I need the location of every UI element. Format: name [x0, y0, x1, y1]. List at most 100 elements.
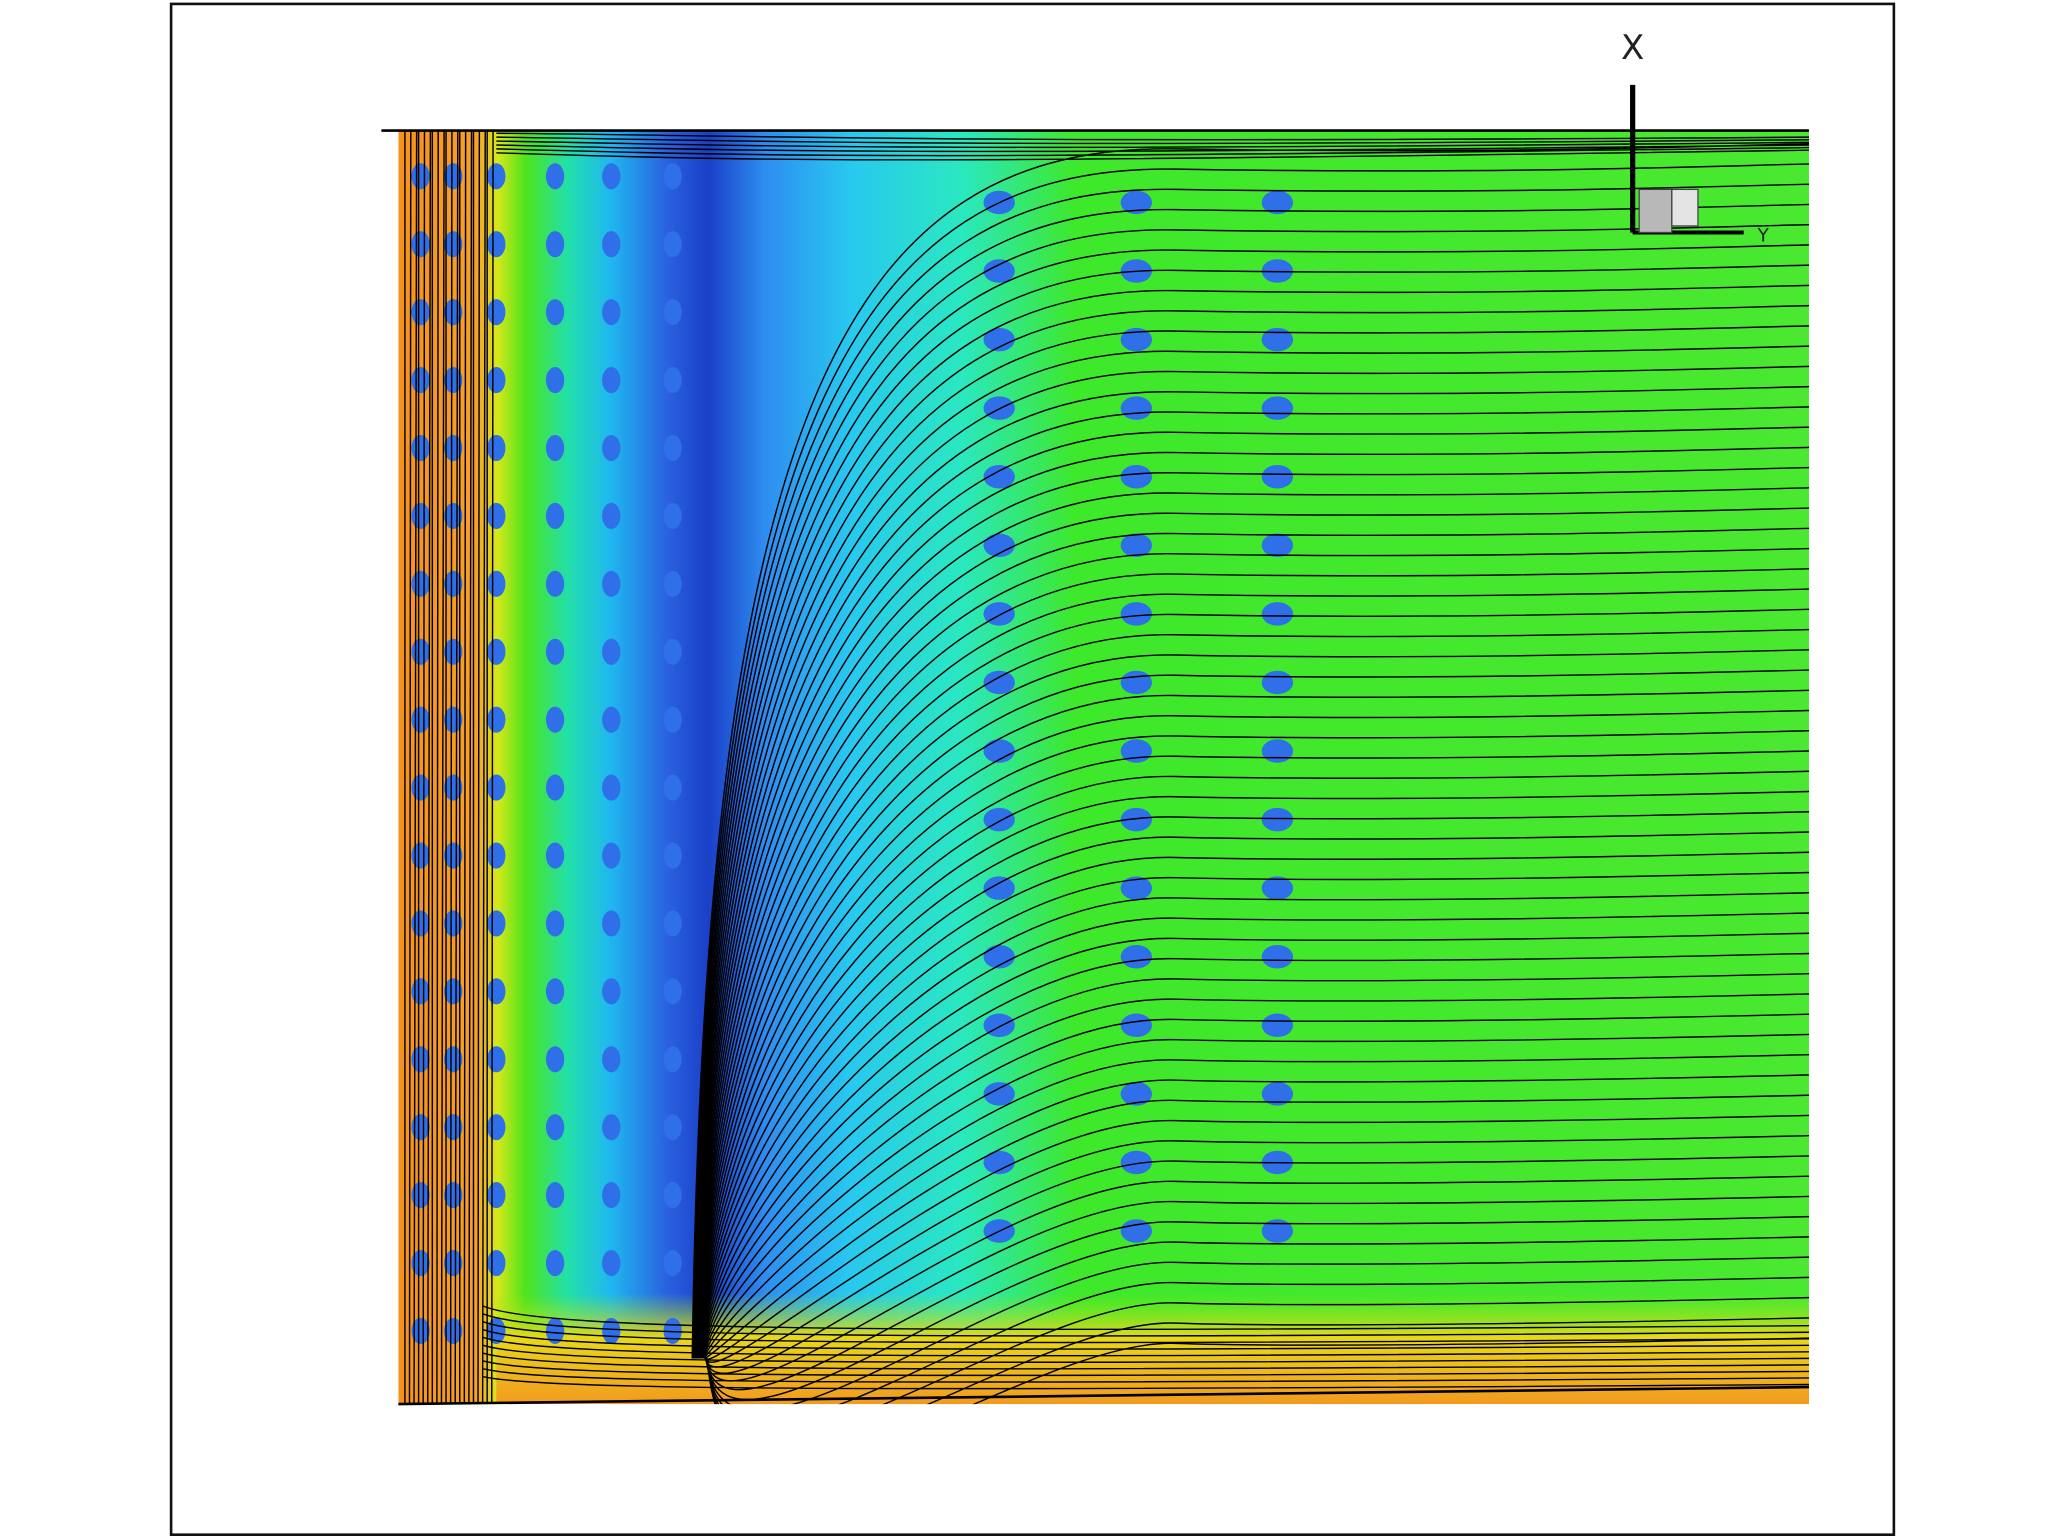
- vector-marker: [487, 706, 506, 733]
- streamline: [700, 851, 1809, 1359]
- vector-marker: [983, 533, 1015, 558]
- vector-marker: [1261, 876, 1294, 900]
- vector-marker: [487, 299, 506, 326]
- streamline: [702, 972, 1809, 1359]
- streamline: [408, 130, 412, 1405]
- streamline: [482, 1305, 1809, 1331]
- vector-marker: [487, 502, 506, 529]
- axis-label-y: Y: [1757, 226, 1770, 247]
- vector-marker: [444, 1114, 463, 1141]
- streamline: [693, 325, 1809, 1359]
- streamline: [692, 183, 1809, 1359]
- vector-marker: [663, 978, 682, 1005]
- vector-marker: [487, 774, 506, 801]
- bottom-wall: [398, 1385, 1809, 1406]
- streamline: [695, 426, 1809, 1359]
- vector-marker: [983, 944, 1015, 969]
- vector-marker: [602, 978, 621, 1005]
- streamline: [700, 871, 1809, 1359]
- streamline: [422, 130, 426, 1405]
- vector-marker: [663, 706, 682, 733]
- vector-marker: [444, 1046, 463, 1073]
- vector-marker: [1261, 739, 1294, 763]
- vector-marker: [444, 842, 463, 869]
- vector-marker: [602, 638, 621, 665]
- vector-marker: [444, 502, 463, 529]
- vector-marker: [983, 1150, 1015, 1175]
- vector-marker: [545, 706, 565, 733]
- streamline: [698, 649, 1809, 1359]
- vector-marker: [545, 163, 565, 190]
- vector-marker: [487, 978, 506, 1005]
- streamline: [468, 130, 473, 1405]
- vector-marker: [983, 1082, 1015, 1106]
- axis-box: [1638, 188, 1673, 234]
- vector-marker: [1261, 1219, 1294, 1243]
- vector-marker: [983, 327, 1015, 352]
- vector-marker: [444, 978, 463, 1005]
- vector-marker: [983, 739, 1015, 763]
- vector-marker: [1261, 190, 1294, 215]
- streamline: [496, 146, 1809, 157]
- vector-marker: [444, 774, 463, 801]
- vector-marker: [1120, 1013, 1152, 1038]
- vector-marker: [545, 570, 565, 597]
- vector-marker: [1120, 1219, 1152, 1243]
- vector-marker: [411, 910, 430, 937]
- vector-marker: [1120, 464, 1152, 489]
- vector-marker: [487, 1114, 506, 1141]
- vector-marker: [602, 1182, 621, 1209]
- vector-marker: [545, 1114, 565, 1141]
- streamline: [701, 932, 1809, 1359]
- vector-marker: [1261, 1082, 1294, 1106]
- streamline: [449, 130, 453, 1405]
- streamline: [700, 811, 1809, 1359]
- streamline: [496, 144, 1809, 153]
- vector-marker: [411, 570, 430, 597]
- vector-marker: [545, 774, 565, 801]
- vector-marker: [1120, 1082, 1152, 1106]
- streamline: [491, 130, 494, 1405]
- vector-marker: [602, 1046, 621, 1073]
- streamline: [705, 1195, 1809, 1382]
- vector-marker: [983, 876, 1015, 900]
- vector-marker: [444, 1249, 463, 1277]
- streamline: [699, 750, 1809, 1359]
- vector-marker: [602, 502, 621, 529]
- streamline: [706, 1317, 1809, 1405]
- streamline: [699, 730, 1809, 1359]
- streamline: [701, 912, 1809, 1359]
- vector-marker: [545, 910, 565, 937]
- vector-marker: [411, 842, 430, 869]
- vector-marker: [663, 231, 682, 258]
- streamline: [704, 1175, 1809, 1374]
- vector-marker: [411, 706, 430, 733]
- contour-field: [398, 130, 1809, 1405]
- vector-marker: [411, 299, 430, 326]
- vector-marker: [545, 638, 565, 665]
- vector-marker: [1120, 533, 1152, 558]
- streamline: [699, 770, 1809, 1359]
- vector-marker: [663, 842, 682, 869]
- streamline: [697, 568, 1809, 1359]
- vector-marker: [983, 464, 1015, 489]
- streamline: [703, 1053, 1809, 1359]
- axis-box: [1671, 188, 1699, 227]
- streamline: [696, 547, 1809, 1359]
- vector-marker: [1120, 602, 1152, 626]
- streamline: [695, 466, 1809, 1359]
- streamline: [696, 527, 1809, 1359]
- streamline: [483, 1368, 1809, 1383]
- streamline: [496, 140, 1809, 149]
- vector-marker: [602, 163, 621, 190]
- vector-marker: [1120, 670, 1152, 695]
- streamline: [693, 304, 1809, 1359]
- streamline: [427, 130, 432, 1405]
- vector-marker: [444, 638, 463, 665]
- streamline: [691, 142, 1809, 1359]
- vector-marker: [1261, 464, 1294, 489]
- vector-marker: [663, 434, 682, 462]
- streamline: [697, 608, 1809, 1359]
- vector-marker: [602, 1249, 621, 1277]
